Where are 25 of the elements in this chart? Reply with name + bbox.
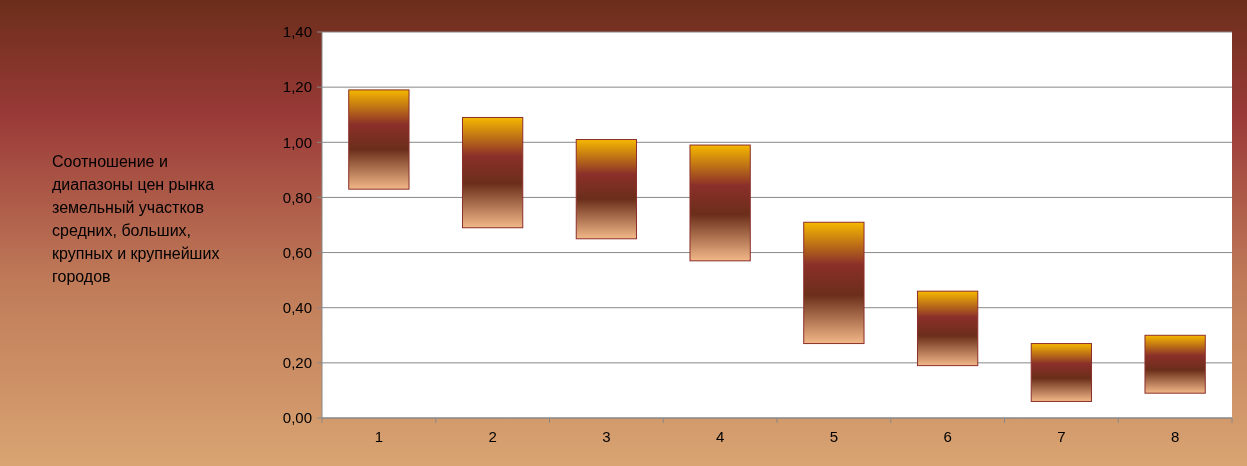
y-tick-label: 1,20 [282,78,312,96]
y-tick-label: 0,80 [282,188,312,206]
bar [1030,343,1093,402]
y-tick-label: 1,00 [282,133,312,151]
x-tick-label: 1 [374,428,384,445]
x-tick-label: 6 [943,428,952,445]
y-tick-label: 0,20 [282,354,312,372]
bar [1144,334,1206,394]
y-tick-label: 0,60 [282,243,312,261]
bar [916,290,979,367]
y-axis-title: Соотношение и диапазоны цен рынка земельный участков средних, больших, крупных и крупнейших городов [52,152,221,287]
x-tick-label: 2 [488,428,497,445]
bar [803,221,865,345]
x-tick-label: 4 [715,428,725,445]
x-tick-label: 3 [602,428,611,445]
y-tick-label: 0,00 [282,409,312,427]
bar [348,89,410,190]
x-tick-label: 5 [829,428,839,445]
bar [461,116,524,229]
y-tick-label: 0,40 [282,298,312,316]
bar [689,144,751,262]
x-tick-label: 8 [1170,428,1180,445]
bar [575,139,638,240]
x-tick-label: 7 [1057,428,1066,445]
y-tick-label: 1,40 [282,23,312,41]
